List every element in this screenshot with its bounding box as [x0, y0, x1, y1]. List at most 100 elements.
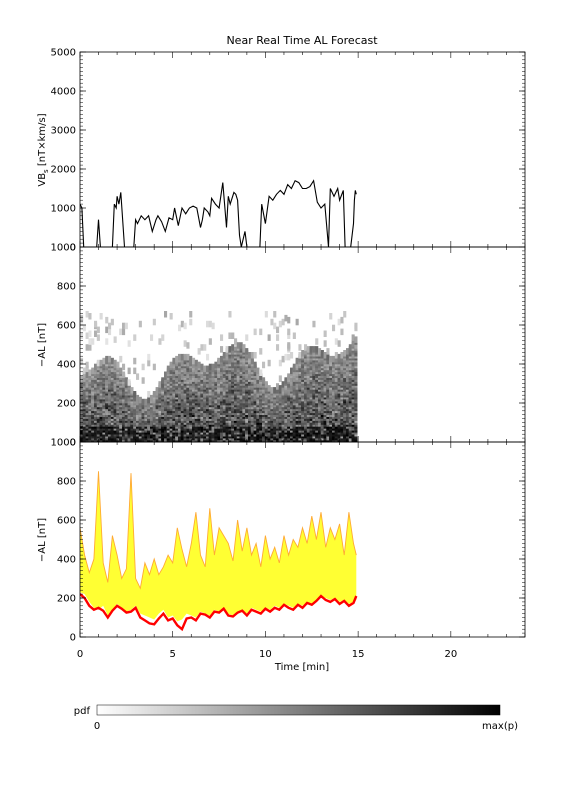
pdf-cell [306, 346, 310, 353]
x-tick-label: 10 [259, 649, 272, 660]
pdf-cell [278, 385, 282, 392]
pdf-cell [281, 318, 285, 326]
colorbar-max-label: max(p) [482, 721, 518, 732]
pdf-cell [211, 363, 215, 371]
pdf-cell [80, 332, 84, 339]
pdf-cell [354, 322, 358, 330]
pdf-cell [141, 363, 145, 371]
pdf-cell [203, 365, 207, 373]
pdf-cell [110, 357, 114, 365]
pdf-cell [318, 348, 322, 355]
colorbar-min-label: 0 [94, 721, 100, 732]
pdf-cell [96, 326, 100, 334]
pdf-cell [88, 338, 92, 345]
pdf-cell [105, 316, 109, 324]
pdf-cell [262, 361, 266, 369]
pdf-cell [231, 344, 235, 351]
pdf-cell [309, 346, 313, 353]
pdf-cell [256, 367, 260, 375]
vbs-ylabel-units: [nT×km/s] [37, 113, 48, 169]
vbs-ylabel-sub: s [42, 169, 50, 173]
y-tick-label: 400 [57, 360, 76, 371]
y-tick-label: 600 [57, 516, 76, 527]
pdf-cell [332, 355, 336, 363]
pdf-cell [253, 361, 257, 369]
pdf-cell [267, 359, 271, 367]
pdf-cell [105, 326, 109, 334]
pdf-cell [284, 314, 288, 322]
pdf-cell [203, 344, 207, 351]
pdf-cell [136, 373, 140, 380]
pdf-cell [88, 330, 92, 337]
y-tick-label: 1000 [51, 243, 76, 254]
pdf-cell [259, 373, 263, 380]
pdf-cell [119, 355, 123, 363]
pdf-cell [354, 336, 358, 343]
pdf-cell [312, 346, 316, 353]
chart-title: Near Real Time AL Forecast [226, 34, 378, 47]
pdf-cell [164, 371, 168, 378]
vbs-ylabel: VBs [nT×km/s] [37, 113, 50, 186]
pdf-cell [315, 346, 319, 353]
pdf-cell [329, 355, 333, 363]
pdf-cell [242, 344, 246, 351]
pdf-cell [287, 373, 291, 380]
pdf-cell [85, 361, 89, 369]
pdf-cell [133, 357, 137, 365]
y-tick-label: 600 [57, 321, 76, 332]
pdf-cell [292, 363, 296, 371]
pdf-cell [295, 318, 299, 326]
y-tick-label: 200 [57, 594, 76, 605]
pdf-cell [323, 330, 327, 337]
pdf-cell [301, 350, 305, 357]
pdf-cell [276, 383, 280, 390]
pdf-cell [290, 367, 294, 375]
pdf-cell [334, 355, 338, 363]
pdf-cell [323, 340, 327, 347]
pdf-cell [119, 328, 123, 336]
pdf-cell [270, 318, 274, 326]
pdf-cell [110, 318, 114, 326]
al-band-panel: 0 200 400 600 800 1000 −AL [nT] [37, 438, 526, 644]
pdf-cell [239, 342, 243, 349]
pdf-cell [222, 352, 226, 359]
y-tick-label: 4000 [51, 87, 76, 98]
pdf-cell [220, 355, 224, 363]
median-line [80, 593, 358, 632]
pdf-cell [276, 387, 280, 394]
pdf-cell [287, 353, 291, 361]
x-tick-label: 20 [444, 649, 457, 660]
pdf-cell [136, 394, 140, 402]
pdf-cell [161, 377, 165, 384]
pdf-cell [85, 311, 89, 318]
pdf-cell [186, 342, 190, 349]
pdf-cell [253, 328, 257, 336]
pdf-cell [147, 396, 151, 404]
pdf-cell [337, 340, 341, 347]
pdf-cell [340, 316, 344, 324]
pdf-cell [276, 326, 280, 334]
pdf-cell [169, 361, 173, 369]
pdf-cell [270, 387, 274, 394]
pdf-cell [276, 344, 280, 351]
pdf-cell [228, 332, 232, 339]
pdf-cell [152, 391, 156, 398]
pdf-cell [189, 355, 193, 363]
pdf-cell [88, 313, 92, 320]
pdf-cell [108, 355, 112, 363]
pdf-cell [138, 396, 142, 404]
y-tick-label: 200 [57, 399, 76, 410]
pdf-cell [82, 367, 86, 375]
pdf-cell [189, 311, 193, 318]
colorbar: pdf 0 max(p) [74, 704, 518, 732]
y-tick-label: 0 [70, 633, 76, 644]
pdf-cell [108, 328, 112, 336]
x-tick-label: 5 [170, 649, 176, 660]
pdf-cell [284, 353, 288, 361]
y-tick-label: 800 [57, 282, 76, 293]
pdf-cell [189, 318, 193, 326]
pdf-cell [85, 365, 89, 373]
pdf-cell [158, 338, 162, 345]
pdf-cell [348, 344, 352, 351]
